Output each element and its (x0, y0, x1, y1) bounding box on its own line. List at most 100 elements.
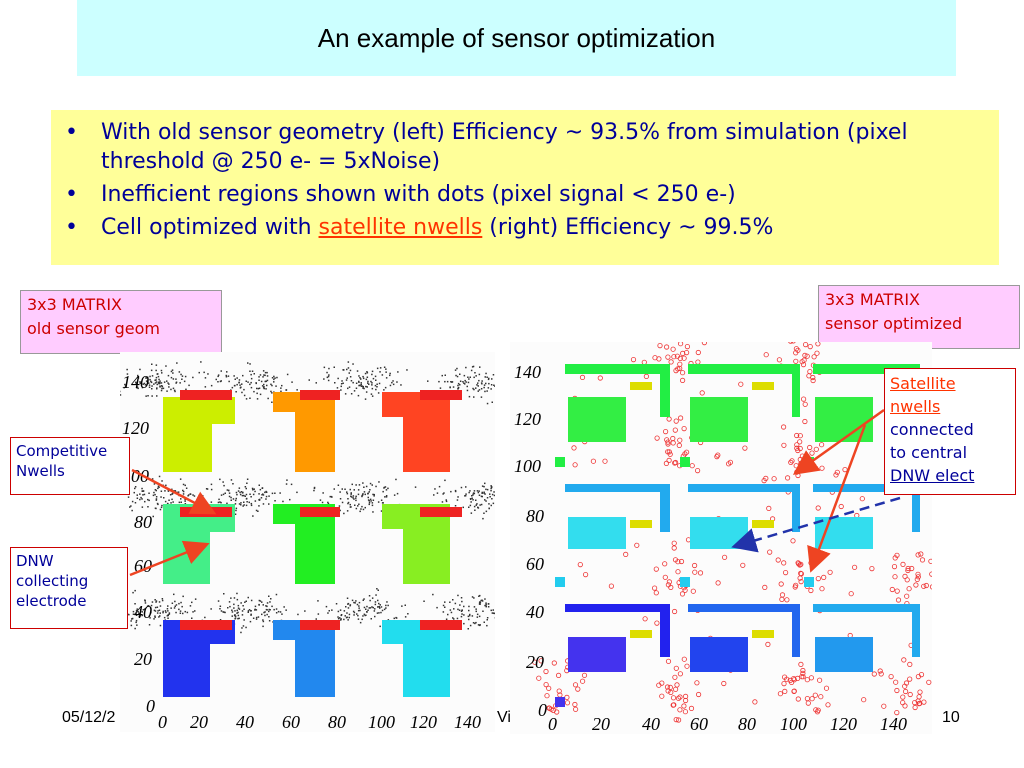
inefficiency-dot (339, 509, 341, 512)
inefficiency-dot (151, 601, 154, 603)
inefficiency-dot (171, 602, 174, 604)
inefficiency-dot (263, 386, 265, 388)
inefficiency-dot (263, 611, 265, 614)
inefficiency-dot (469, 613, 471, 616)
x-tick: 100 (368, 712, 395, 732)
inefficiency-dot (460, 615, 463, 618)
inefficiency-dot (128, 613, 130, 616)
inefficiency-dot (290, 483, 293, 486)
inefficiency-dot (147, 506, 149, 508)
inefficiency-dot (673, 367, 679, 374)
inefficiency-dot (283, 606, 285, 608)
inefficiency-dot (915, 571, 921, 577)
inefficiency-dot (271, 384, 273, 387)
inefficiency-dot (148, 499, 150, 502)
inefficiency-dot (666, 457, 672, 464)
inefficiency-dot (368, 501, 371, 504)
inefficiency-dot (375, 379, 377, 381)
inefficiency-dot (901, 657, 907, 663)
inefficiency-dot (477, 382, 479, 384)
cell-sensor (815, 637, 873, 672)
inefficiency-dot (492, 502, 495, 505)
inefficiency-dot (244, 601, 246, 603)
inefficiency-dot (126, 368, 128, 371)
inefficiency-dot (271, 392, 273, 394)
inefficiency-dot (131, 500, 134, 503)
inefficiency-dot (483, 512, 485, 514)
inefficiency-dot (174, 490, 177, 492)
inefficiency-dot (371, 373, 373, 376)
inefficiency-dot (157, 503, 159, 506)
inefficiency-dot (378, 612, 380, 614)
inefficiency-dot (258, 599, 261, 602)
inefficiency-dot (695, 349, 701, 356)
inefficiency-dot (438, 380, 440, 383)
inefficiency-dot (149, 375, 151, 378)
inefficiency-dot (237, 604, 240, 607)
inefficiency-dot (465, 493, 467, 495)
inefficiency-dot (446, 380, 449, 383)
left-x-axis: 0 20 40 60 80 100 120 140 (158, 712, 481, 732)
inefficiency-dot (481, 495, 483, 498)
inefficiency-dot (187, 495, 189, 497)
inefficiency-dot (347, 387, 349, 390)
bullet-item: • Inefficient regions shown with dots (pi… (51, 180, 999, 209)
inefficiency-dot (371, 502, 374, 504)
inefficiency-dot (363, 606, 366, 609)
inefficiency-dot (164, 610, 167, 612)
y-tick: 140 (514, 362, 541, 382)
inefficiency-dot (136, 386, 138, 389)
inefficiency-dot (464, 495, 467, 497)
inefficiency-dot (129, 506, 131, 508)
y-tick: 80 (526, 506, 544, 526)
inefficiency-dot (165, 484, 167, 487)
inefficiency-dot (167, 382, 169, 384)
inefficiency-dot (180, 373, 182, 376)
inefficiency-dot (663, 460, 669, 467)
inefficiency-dot (342, 382, 344, 384)
inefficiency-dot (818, 442, 825, 448)
inefficiency-dot (341, 380, 343, 382)
inefficiency-dot (249, 363, 251, 365)
inefficiency-dot (443, 492, 445, 494)
inefficiency-dot (699, 390, 705, 396)
inefficiency-dot (457, 608, 459, 611)
inefficiency-dot (249, 397, 251, 399)
inefficiency-dot (137, 374, 139, 377)
inefficiency-dot (919, 557, 926, 563)
inefficiency-dot (916, 694, 922, 700)
inefficiency-dot (258, 493, 260, 495)
inefficiency-dot (475, 608, 477, 610)
inefficiency-dot (455, 374, 457, 377)
inefficiency-dot (892, 574, 898, 580)
inefficiency-dot (161, 598, 164, 600)
inefficiency-dot (369, 498, 372, 501)
inefficiency-dot (236, 598, 239, 601)
inefficiency-dot (492, 609, 494, 611)
inefficiency-dot (234, 615, 237, 617)
inefficiency-dot (249, 370, 251, 372)
inefficiency-dot (339, 498, 342, 500)
inefficiency-dot (363, 598, 365, 600)
callout-link[interactable]: Satellite nwells (890, 374, 956, 416)
inefficiency-dot (489, 496, 491, 498)
inefficiency-dot (135, 614, 138, 616)
satellite-nwell-bar (688, 364, 800, 417)
inefficiency-dot (179, 382, 181, 384)
inefficiency-dot (158, 601, 161, 603)
inefficiency-dot (490, 388, 492, 390)
inefficiency-dot (371, 387, 374, 390)
inefficiency-dot (323, 378, 325, 380)
inefficiency-dot (677, 361, 683, 367)
inefficiency-dot (313, 487, 316, 490)
satellite-nwells-link[interactable]: satellite nwells (318, 215, 483, 240)
inefficiency-dot (353, 489, 355, 491)
inefficiency-dot (701, 339, 707, 346)
inefficiency-dot (458, 609, 461, 611)
satellite-square (680, 577, 690, 587)
inefficiency-dot (471, 615, 474, 617)
inefficiency-dot (671, 354, 677, 360)
inefficiency-dot (146, 376, 149, 378)
inefficiency-dot (289, 498, 291, 501)
inefficiency-dot (468, 506, 470, 508)
